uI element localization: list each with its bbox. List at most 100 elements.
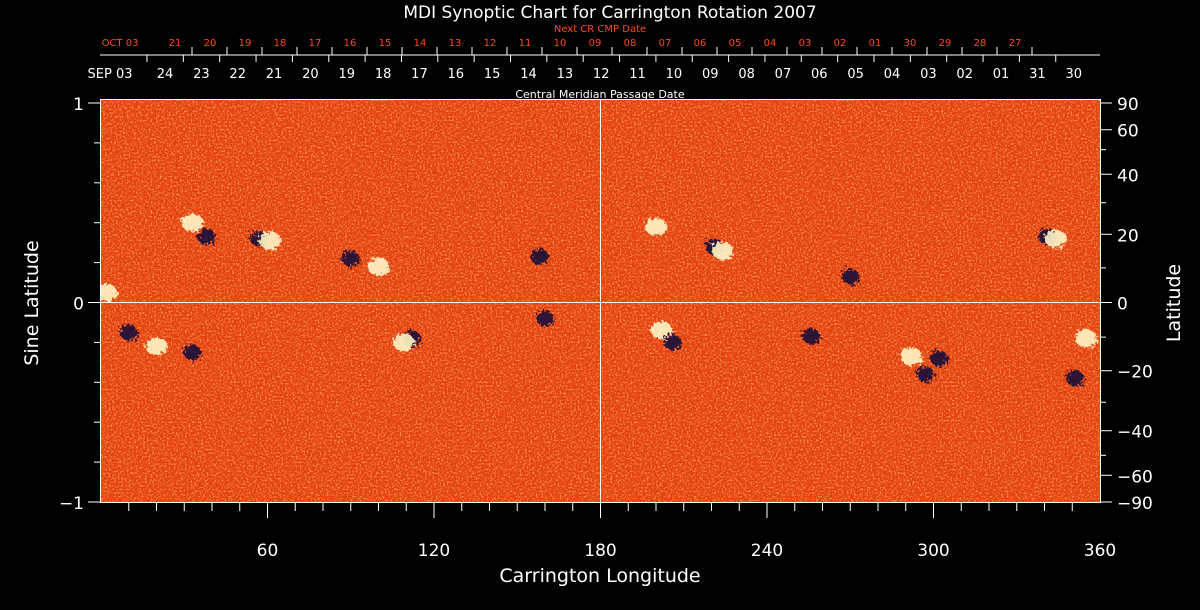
y-left-tick-label: −1 bbox=[59, 494, 84, 514]
x-tick-label: 120 bbox=[418, 541, 450, 561]
cmp-date-label: 30 bbox=[1065, 67, 1082, 82]
negative-polarity-region bbox=[536, 310, 554, 327]
negative-polarity-region bbox=[530, 248, 549, 265]
cmp-date-label: 05 bbox=[847, 67, 864, 82]
positive-polarity-region bbox=[1044, 229, 1067, 248]
next-cr-date-label: 16 bbox=[344, 38, 357, 49]
cmp-date-label: 20 bbox=[302, 67, 319, 82]
y-left-tick-label: 0 bbox=[73, 295, 84, 315]
negative-polarity-region bbox=[1066, 370, 1085, 387]
active-regions bbox=[101, 213, 1098, 387]
positive-polarity-region bbox=[645, 217, 667, 236]
next-cr-date-label: 29 bbox=[939, 38, 952, 49]
next-cr-date-label: 14 bbox=[414, 38, 427, 49]
x-tick-label: 360 bbox=[1084, 541, 1116, 561]
cmp-date-label: 22 bbox=[229, 67, 246, 82]
negative-polarity-region bbox=[119, 324, 138, 341]
cmp-date-label: 23 bbox=[193, 67, 210, 82]
next-cr-date-label: OCT 03 bbox=[102, 38, 139, 49]
next-cr-date-label: 20 bbox=[204, 38, 217, 49]
negative-polarity-region bbox=[341, 250, 360, 267]
y-right-tick-label: 90 bbox=[1117, 95, 1139, 115]
negative-polarity-region bbox=[930, 350, 949, 367]
crosshair bbox=[101, 100, 1100, 502]
y-axis-label-right: Latitude bbox=[1163, 264, 1185, 342]
next-cr-date-label: 02 bbox=[834, 38, 847, 49]
y-right-tick-label: −40 bbox=[1117, 423, 1153, 443]
y-left-tick-label: 1 bbox=[73, 95, 84, 115]
positive-polarity-region bbox=[145, 337, 168, 356]
positive-polarity-region bbox=[101, 283, 118, 302]
next-cr-date-label: 11 bbox=[519, 38, 532, 49]
positive-polarity-region bbox=[900, 347, 923, 366]
next-cr-date-label: 03 bbox=[799, 38, 812, 49]
next-cr-date-label: 10 bbox=[554, 38, 567, 49]
positive-polarity-region bbox=[711, 241, 734, 260]
negative-polarity-region bbox=[663, 334, 682, 351]
chart-title: MDI Synoptic Chart for Carrington Rotati… bbox=[403, 3, 816, 23]
cmp-date-label: 15 bbox=[484, 67, 501, 82]
next-cr-date-label: 01 bbox=[869, 38, 882, 49]
cmp-date-label: SEP 03 bbox=[88, 67, 133, 82]
cmp-date-label: 07 bbox=[775, 67, 792, 82]
cmp-date-label: 21 bbox=[266, 67, 283, 82]
next-cr-date-label: 27 bbox=[1009, 38, 1022, 49]
negative-polarity-region bbox=[197, 228, 216, 245]
negative-polarity-region bbox=[841, 268, 860, 285]
y-right-tick-label: 60 bbox=[1117, 122, 1139, 142]
next-cr-date-label: 18 bbox=[274, 38, 287, 49]
negative-polarity-region bbox=[802, 328, 821, 345]
y-right-tick-label: −90 bbox=[1117, 494, 1153, 514]
y-right-tick-label: 20 bbox=[1117, 226, 1139, 246]
next-cr-date-label: 15 bbox=[379, 38, 392, 49]
x-tick-label: 300 bbox=[917, 541, 949, 561]
positive-polarity-region bbox=[1075, 329, 1098, 348]
x-tick-label: 60 bbox=[257, 541, 279, 561]
cmp-date-label: 09 bbox=[702, 67, 719, 82]
positive-polarity-region bbox=[392, 333, 415, 352]
next-cr-axis-label: Next CR CMP Date bbox=[554, 24, 646, 35]
cmp-date-label: 03 bbox=[920, 67, 937, 82]
next-cr-date-label: 19 bbox=[239, 38, 252, 49]
y-right-tick-label: −20 bbox=[1117, 363, 1153, 383]
x-axis-label: Carrington Longitude bbox=[499, 565, 700, 587]
cmp-date-label: 10 bbox=[666, 67, 683, 82]
plot-frame bbox=[100, 99, 1101, 503]
negative-polarity-region bbox=[183, 344, 202, 361]
next-cr-date-label: 05 bbox=[729, 38, 742, 49]
y-right-tick-label: 40 bbox=[1117, 166, 1139, 186]
y-right-tick-label: −60 bbox=[1117, 467, 1153, 487]
next-cr-date-label: 21 bbox=[169, 38, 182, 49]
cmp-date-label: 18 bbox=[375, 67, 392, 82]
cmp-date-label: 31 bbox=[1029, 67, 1046, 82]
positive-polarity-region bbox=[259, 231, 282, 250]
cmp-date-label: 19 bbox=[338, 67, 355, 82]
heatmap-field bbox=[101, 100, 1100, 502]
next-cr-date-label: 30 bbox=[904, 38, 917, 49]
positive-polarity-region bbox=[650, 321, 673, 340]
cmp-date-label: 24 bbox=[157, 67, 174, 82]
x-tick-label: 180 bbox=[584, 541, 616, 561]
positive-polarity-region bbox=[181, 213, 204, 232]
cmp-date-label: 02 bbox=[956, 67, 973, 82]
cmp-date-label: 16 bbox=[448, 67, 465, 82]
next-cr-date-label: 08 bbox=[624, 38, 637, 49]
next-cr-date-label: 17 bbox=[309, 38, 322, 49]
y-right-tick-label: 0 bbox=[1117, 295, 1128, 315]
next-cr-date-label: 06 bbox=[694, 38, 707, 49]
cmp-date-label: 11 bbox=[629, 67, 646, 82]
cmp-date-label: 08 bbox=[738, 67, 755, 82]
cmp-axis-label: Central Meridian Passage Date bbox=[515, 88, 684, 101]
next-cr-date-label: 12 bbox=[484, 38, 497, 49]
axes: 60 120 180 240 300 36010−1906040200−20−40−60−… bbox=[59, 38, 1153, 561]
next-cr-date-label: 28 bbox=[974, 38, 987, 49]
cmp-date-label: 01 bbox=[993, 67, 1010, 82]
x-tick-label: 240 bbox=[751, 541, 783, 561]
cmp-date-label: 17 bbox=[411, 67, 428, 82]
cmp-date-label: 06 bbox=[811, 67, 828, 82]
y-axis-label-left: Sine Latitude bbox=[21, 240, 43, 365]
next-cr-date-label: 09 bbox=[589, 38, 602, 49]
cmp-date-label: 14 bbox=[520, 67, 537, 82]
next-cr-date-label: 04 bbox=[764, 38, 777, 49]
